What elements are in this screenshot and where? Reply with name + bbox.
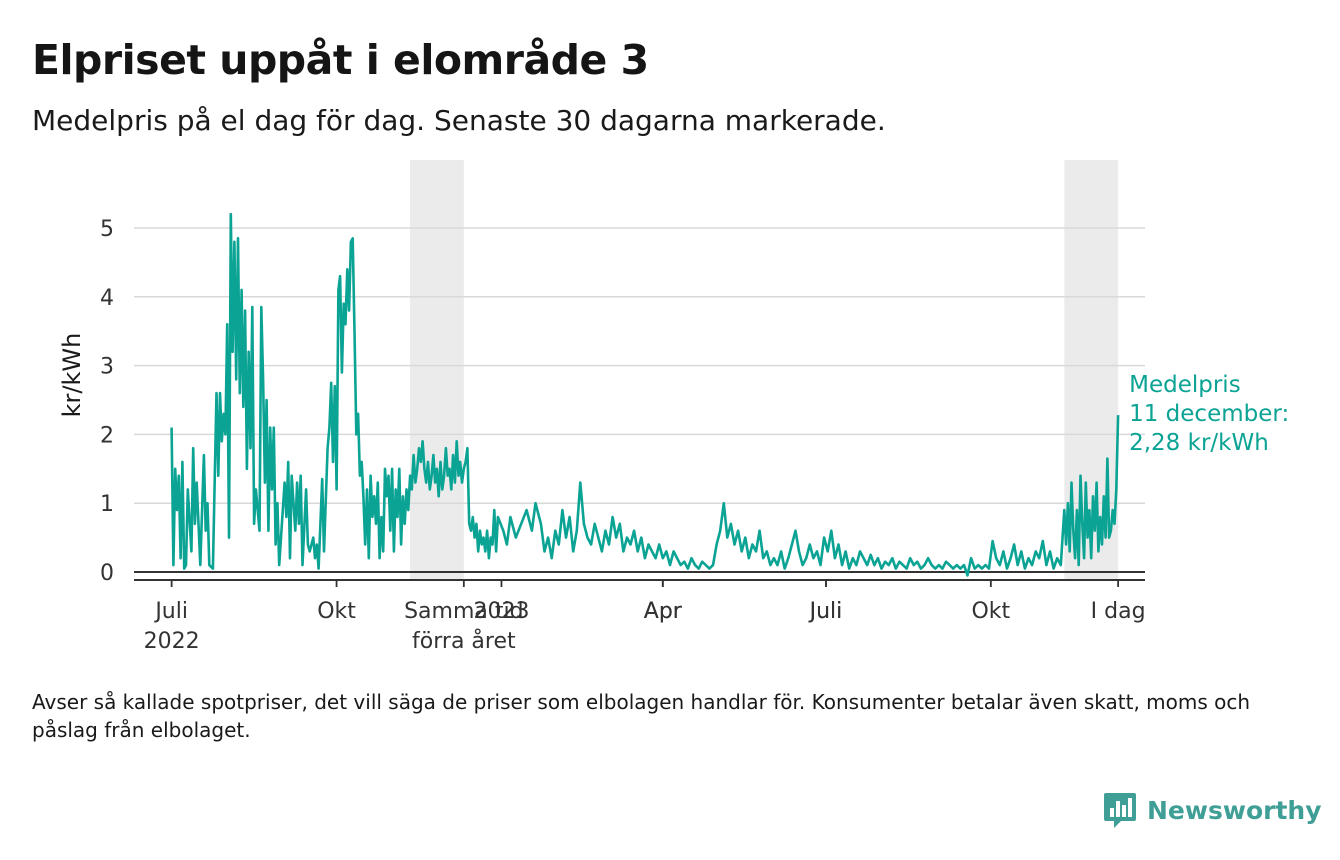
- annotation-line: 2,28 kr/kWh: [1129, 430, 1269, 456]
- x-tick-label: Okt: [317, 599, 356, 624]
- chart-subtitle: Medelpris på el dag för dag. Senaste 30 …: [32, 104, 886, 137]
- price-series-line: [170, 212, 1120, 577]
- y-tick-label: 1: [100, 492, 114, 517]
- y-axis-label: kr/kWh: [58, 333, 86, 418]
- annotation-line: 11 december:: [1129, 401, 1289, 427]
- y-tick-label: 2: [100, 423, 114, 448]
- y-tick-label: 3: [100, 355, 114, 380]
- x-tick-label: I dag: [1091, 599, 1146, 624]
- x-tick-label: 2023: [473, 599, 529, 624]
- x-tick-label: Juli: [808, 599, 843, 624]
- y-tick-label: 5: [100, 217, 114, 242]
- chart-title: Elpriset uppåt i elområde 3: [32, 36, 649, 84]
- bar-chart-speech-icon: [1104, 793, 1136, 828]
- y-tick-label: 4: [100, 286, 114, 311]
- x-tick-label: Samma tid: [404, 599, 524, 624]
- x-tick-label: Juli: [153, 599, 188, 624]
- y-tick-label: 0: [100, 561, 114, 586]
- x-tick-label: Apr: [644, 599, 683, 624]
- brand-name: Newsworthy: [1147, 795, 1322, 825]
- x-tick-label: 2022: [144, 629, 200, 654]
- highlight-period-1: [410, 160, 464, 580]
- x-tick-label: Juli: [808, 599, 843, 624]
- newsworthy-logo: Newsworthy: [1103, 790, 1322, 830]
- x-tick-label: Okt: [971, 599, 1010, 624]
- line-chart: 0 1 2 3 4 5 Juli 2022 Okt 2023 Apr Juli Okt Samma tid…: [58, 160, 1289, 654]
- footnote: Avser så kallade spotpriser, det vill sä…: [32, 690, 1251, 742]
- annotation-line: Medelpris: [1129, 372, 1241, 398]
- x-tick-label: förra året: [412, 628, 516, 654]
- x-tick-label: Apr: [644, 599, 683, 624]
